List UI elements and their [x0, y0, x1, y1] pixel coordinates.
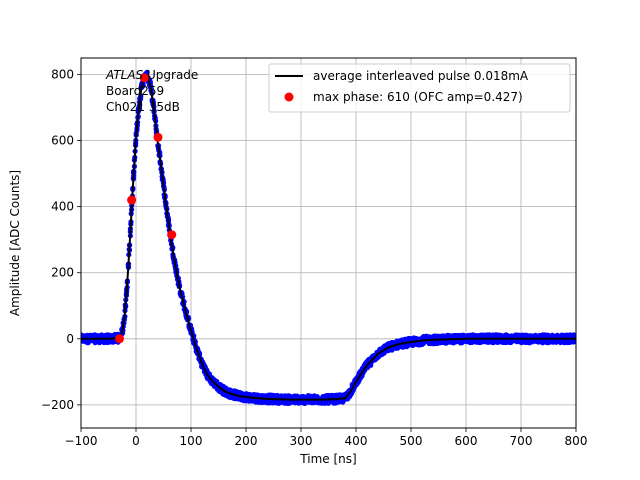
x-tick-label: 100: [180, 434, 203, 448]
x-tick-label: 700: [510, 434, 533, 448]
y-tick-label: 400: [51, 200, 74, 214]
legend: average interleaved pulse 0.018mA max ph…: [268, 63, 571, 113]
y-axis-label: Amplitude [ADC Counts]: [8, 170, 22, 316]
x-tick-label: 600: [455, 434, 478, 448]
y-tick-label: 200: [51, 266, 74, 280]
plot-data: [81, 69, 576, 406]
x-tick-label: 300: [290, 434, 313, 448]
y-tick-label: 0: [66, 332, 74, 346]
x-tick-label: 200: [235, 434, 258, 448]
annotation-rest: Upgrade: [143, 68, 198, 82]
annotation: ATLAS Upgrade Board259 Ch021 35dB: [105, 68, 198, 114]
max-phase-point: [139, 73, 149, 83]
max-phase-point: [167, 230, 177, 240]
annotation-line: ATLAS Upgrade: [105, 68, 198, 82]
x-tick-label: −100: [65, 434, 98, 448]
axes-frame: [80, 57, 577, 429]
blue-sample-points: [81, 69, 576, 406]
legend-box: [268, 63, 571, 113]
legend-entry-average-pulse: average interleaved pulse 0.018mA: [313, 69, 529, 83]
annotation-line: Ch021 35dB: [106, 100, 180, 114]
ticks: −100 0 100 200 300 400 500 600 700 800 −200 0 200 400…: [41, 68, 587, 448]
annotation-line: Board259: [106, 84, 164, 98]
max-phase-point: [127, 195, 137, 205]
x-tick-label: 0: [132, 434, 140, 448]
x-tick-label: 800: [565, 434, 588, 448]
grid: [80, 58, 577, 428]
x-axis-label: Time [ns]: [299, 452, 356, 466]
annotation-italic: ATLAS: [105, 68, 144, 82]
legend-dot-marker: [284, 92, 294, 102]
plot-area: [81, 69, 576, 406]
average-pulse-line: [81, 74, 576, 401]
y-tick-label: −200: [41, 398, 74, 412]
x-tick-label: 400: [345, 434, 368, 448]
y-tick-label: 800: [51, 68, 74, 82]
legend-entry-max-phase: max phase: 610 (OFC amp=0.427): [313, 90, 523, 104]
x-tick-label: 500: [400, 434, 423, 448]
max-phase-point: [153, 132, 163, 142]
max-phase-point: [115, 334, 124, 344]
y-tick-label: 600: [51, 134, 74, 148]
